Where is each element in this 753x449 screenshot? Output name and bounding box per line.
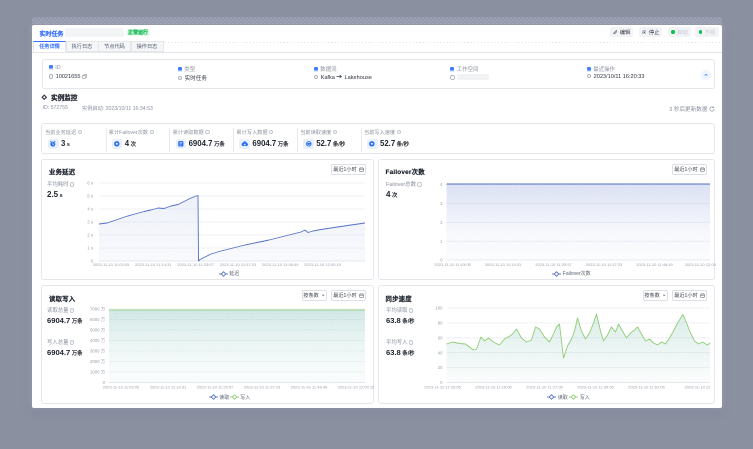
svg-text:0: 0 [440, 257, 443, 262]
svg-text:2023-11-10 11:14:31: 2023-11-10 11:14:31 [484, 262, 521, 267]
svg-text:3000 万: 3000 万 [90, 349, 106, 355]
svg-text:3 s: 3 s [87, 219, 93, 224]
svg-text:2000 万: 2000 万 [90, 359, 106, 365]
svg-text:2023-11-10 12:00:15: 2023-11-10 12:00:15 [338, 385, 375, 390]
svg-text:2023-11-10 11:14:31: 2023-11-10 11:14:31 [135, 262, 172, 267]
svg-text:2023-11-10 11:14:31: 2023-11-10 11:14:31 [150, 385, 187, 390]
svg-text:6000 万: 6000 万 [90, 317, 106, 323]
svg-text:2023-11-10 11:03:05: 2023-11-10 11:03:05 [424, 385, 461, 390]
svg-text:100: 100 [435, 306, 443, 311]
svg-text:7000 万: 7000 万 [90, 307, 106, 313]
svg-text:40: 40 [437, 350, 442, 355]
svg-text:2023-11-10 11:25:57: 2023-11-10 11:25:57 [177, 262, 214, 267]
svg-text:80: 80 [437, 321, 442, 326]
svg-text:2023-11-10 12:00:15: 2023-11-10 12:00:15 [304, 262, 342, 267]
svg-text:1: 1 [440, 238, 443, 243]
svg-text:2023-11-10 11:37:23: 2023-11-10 11:37:23 [220, 262, 257, 267]
svg-text:4000 万: 4000 万 [90, 338, 106, 344]
svg-text:2023-11-10 12: 2023-11-10 12 [684, 385, 711, 390]
svg-text:2023-11-10 11:27:05: 2023-11-10 11:27:05 [526, 385, 563, 390]
svg-text:1 s: 1 s [87, 245, 93, 250]
svg-text:2023-11-10 11:03:05: 2023-11-10 11:03:05 [434, 262, 471, 267]
svg-text:0: 0 [440, 380, 443, 385]
svg-text:0: 0 [103, 380, 106, 385]
svg-text:2023-11-10 11:25:57: 2023-11-10 11:25:57 [535, 262, 572, 267]
svg-text:2023-11-10 11:03:05: 2023-11-10 11:03:05 [93, 262, 130, 267]
svg-text:2023-11-10 11:48:49: 2023-11-10 11:48:49 [291, 385, 328, 390]
svg-text:2023-11-10 11:15:05: 2023-11-10 11:15:05 [475, 385, 512, 390]
svg-text:2023-11-10 11:37:23: 2023-11-10 11:37:23 [585, 262, 622, 267]
svg-text:60: 60 [437, 335, 442, 340]
svg-text:2023-11-10 11:37:23: 2023-11-10 11:37:23 [244, 385, 281, 390]
svg-text:2023-11-10 11:51:05: 2023-11-10 11:51:05 [628, 385, 665, 390]
svg-text:4 s: 4 s [87, 206, 93, 211]
svg-text:1000 万: 1000 万 [90, 370, 106, 376]
svg-text:0: 0 [91, 258, 94, 263]
svg-text:2 s: 2 s [87, 232, 93, 237]
svg-text:5 s: 5 s [87, 193, 93, 198]
svg-text:2023-11-10 11:25:57: 2023-11-10 11:25:57 [197, 385, 234, 390]
svg-text:5000 万: 5000 万 [90, 328, 106, 334]
svg-text:3: 3 [440, 201, 443, 206]
svg-text:2023-11-10 11:48:49: 2023-11-10 11:48:49 [262, 262, 299, 267]
svg-text:20: 20 [437, 365, 442, 370]
svg-text:2023-11-10 11:03:05: 2023-11-10 11:03:05 [103, 385, 140, 390]
svg-text:2: 2 [440, 219, 443, 224]
svg-text:4: 4 [440, 182, 443, 187]
svg-text:2023-11-10 11:39:05: 2023-11-10 11:39:05 [577, 385, 614, 390]
svg-text:6 s: 6 s [87, 180, 93, 185]
svg-text:2023-11-10 12:00:15: 2023-11-10 12:00:15 [684, 262, 715, 267]
svg-text:2023-11-10 11:48:49: 2023-11-10 11:48:49 [636, 262, 673, 267]
